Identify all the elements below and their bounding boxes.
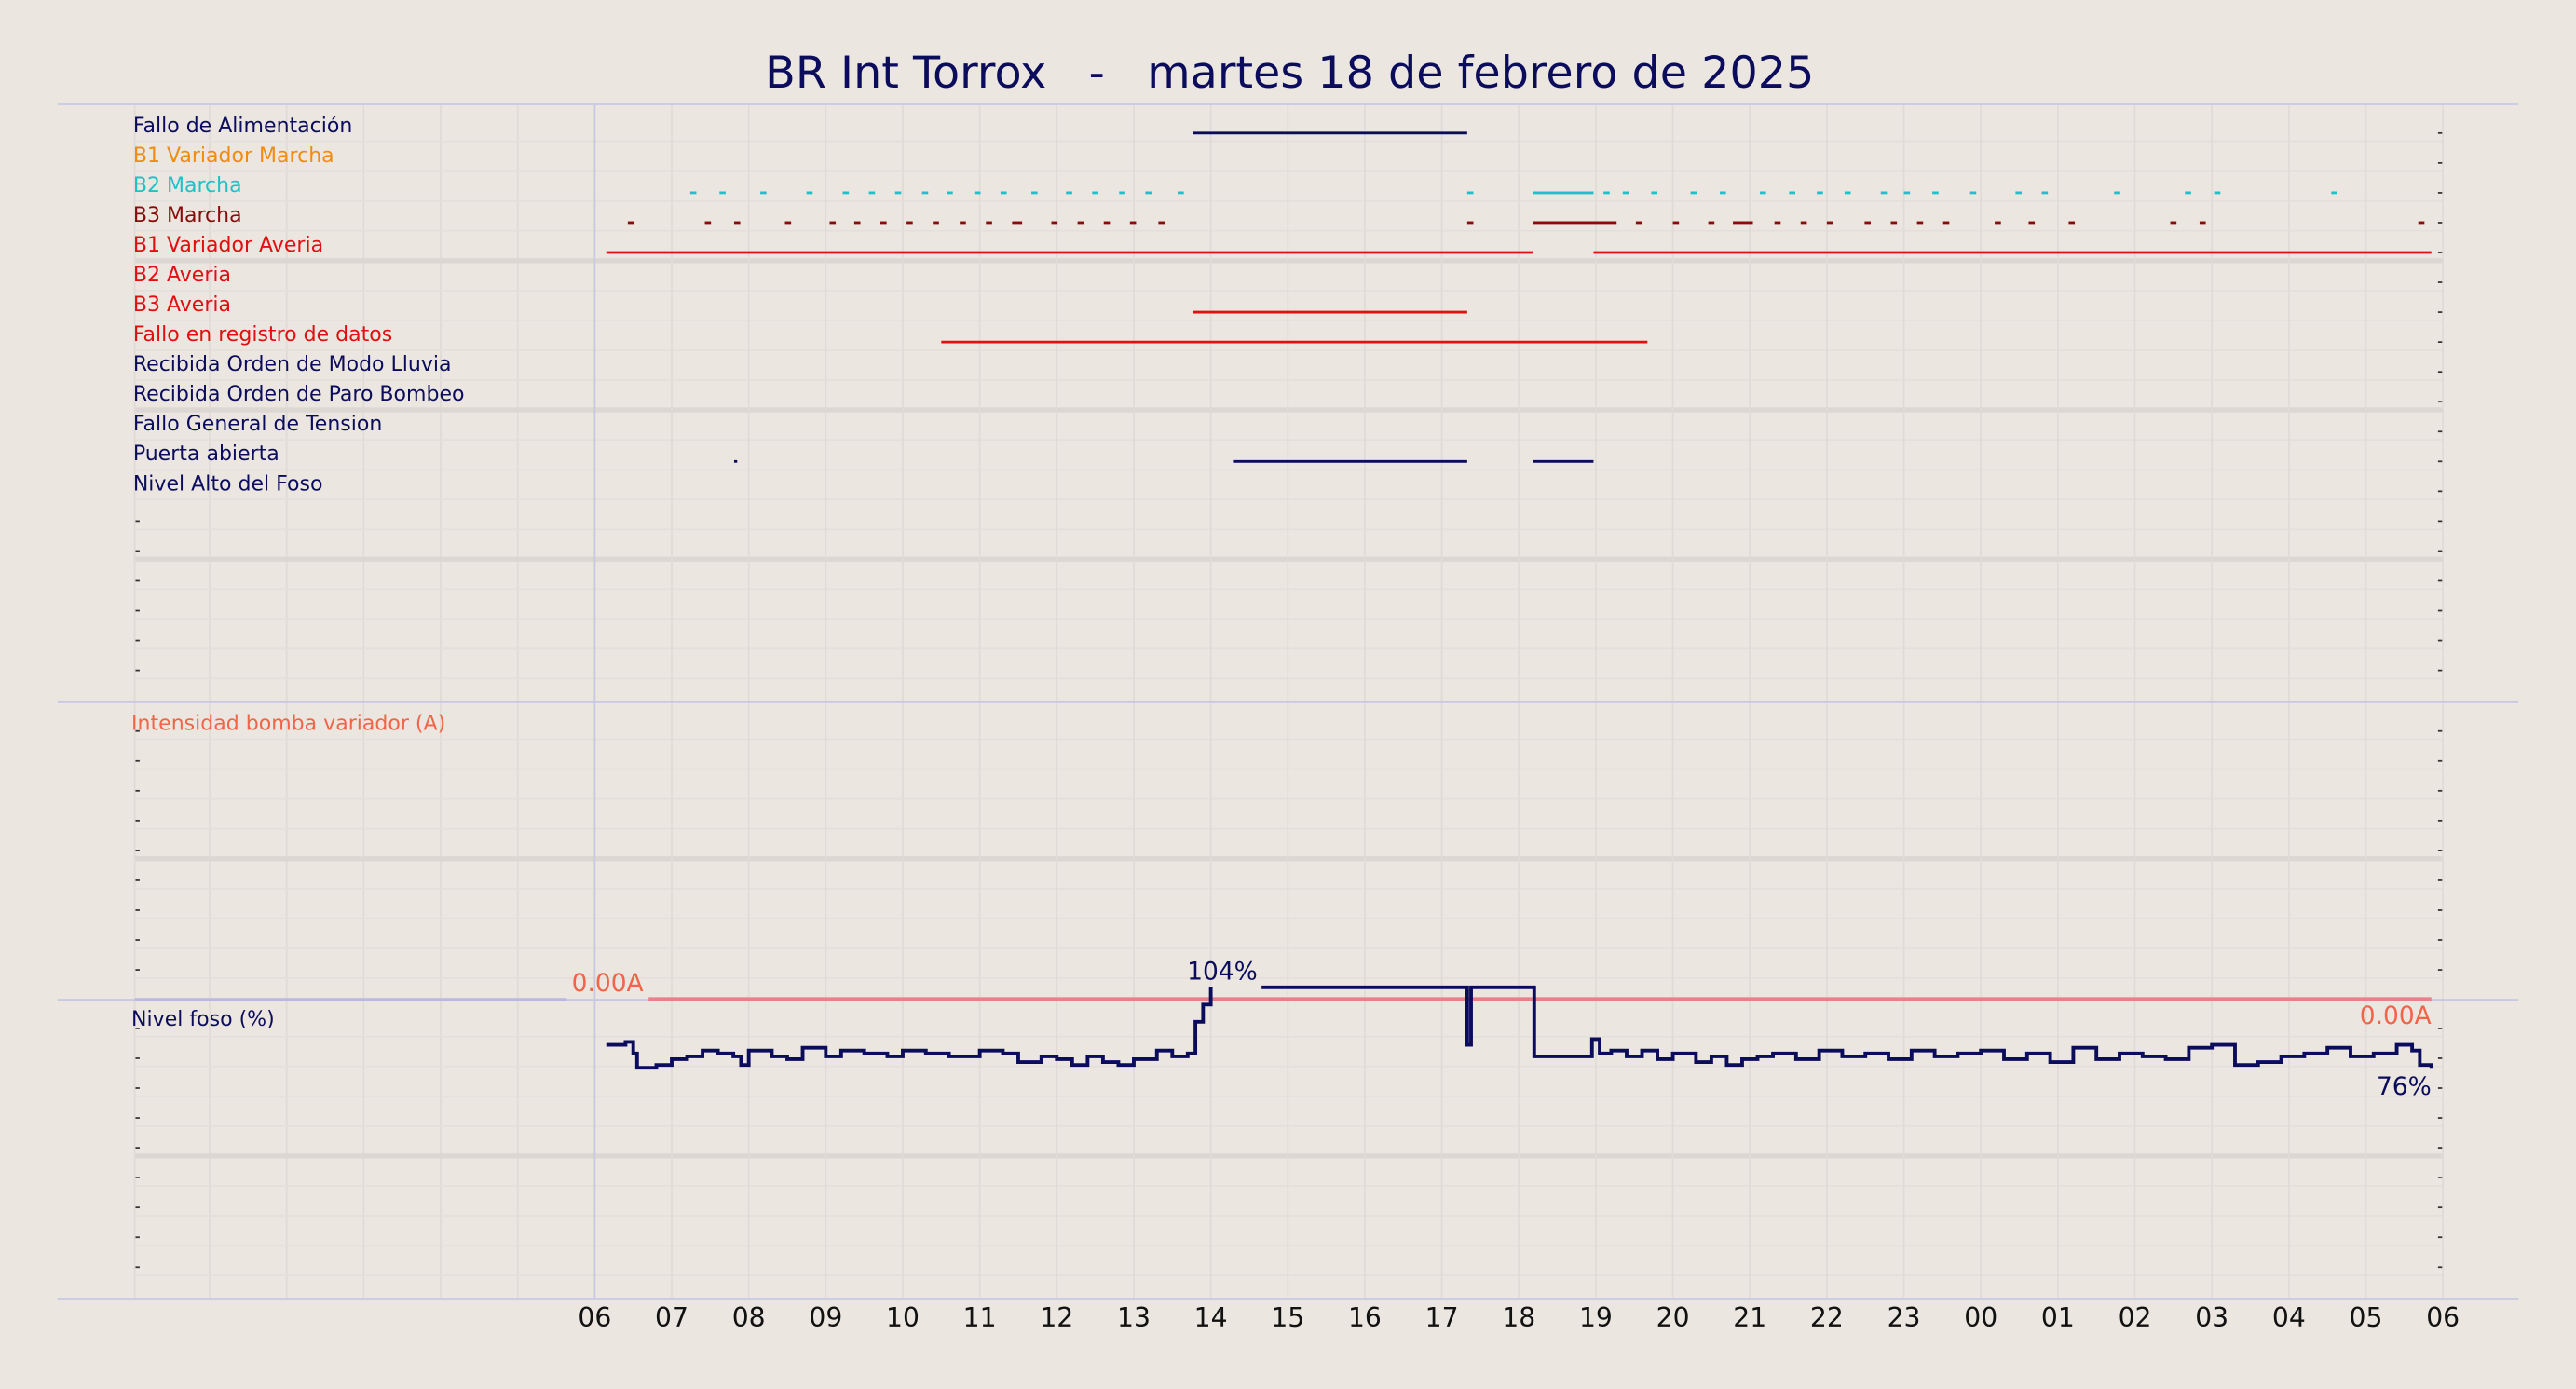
- signal-label: B3 Marcha: [133, 204, 242, 227]
- series-line: [606, 985, 2433, 1070]
- x-tick-label: 03: [2195, 1302, 2228, 1333]
- x-tick-label: 20: [1656, 1302, 1690, 1333]
- x-tick-label: 00: [1964, 1302, 1997, 1333]
- signal-label: Recibida Orden de Modo Lluvia: [133, 353, 452, 376]
- x-tick-label: 06: [578, 1302, 611, 1333]
- annotation: 104%: [1187, 957, 1258, 986]
- x-tick-label: 05: [2350, 1302, 2383, 1333]
- x-tick-label: 19: [1579, 1302, 1613, 1333]
- x-tick-label: 08: [732, 1302, 766, 1333]
- x-tick-label: 16: [1348, 1302, 1382, 1333]
- x-tick-label: 01: [2041, 1302, 2075, 1333]
- signal-label: Recibida Orden de Paro Bombeo: [133, 383, 465, 406]
- x-tick-label: 14: [1194, 1302, 1228, 1333]
- annotation: 76%: [2377, 1072, 2432, 1101]
- chart-title: BR Int Torrox - martes 18 de febrero de …: [765, 48, 1814, 99]
- signal-label: B3 Averia: [133, 293, 231, 317]
- signal-label: B1 Variador Averia: [133, 234, 323, 257]
- panel-label: Intensidad bomba variador (A): [131, 713, 445, 736]
- x-tick-label: 07: [655, 1302, 688, 1333]
- signal-label: B1 Variador Marcha: [133, 144, 334, 168]
- x-tick-label: 17: [1425, 1302, 1459, 1333]
- x-tick-label: 11: [963, 1302, 997, 1333]
- x-tick-label: 13: [1117, 1302, 1151, 1333]
- x-tick-label: 10: [886, 1302, 920, 1333]
- signal-label: B2 Marcha: [133, 174, 242, 197]
- value-label: 0.00A: [2360, 1001, 2432, 1030]
- value-label: 0.00A: [572, 969, 644, 998]
- x-tick-label: 22: [1810, 1302, 1844, 1333]
- x-tick-label: 02: [2119, 1302, 2152, 1333]
- panel-label: Nivel foso (%): [131, 1008, 275, 1031]
- signal-label: Fallo en registro de datos: [133, 323, 392, 347]
- x-tick-label: 09: [809, 1302, 842, 1333]
- x-tick-label: 23: [1888, 1302, 1921, 1333]
- x-tick-label: 21: [1733, 1302, 1766, 1333]
- signal-label: B2 Averia: [133, 264, 231, 287]
- signal-label: Fallo General de Tension: [133, 413, 383, 436]
- x-tick-label: 18: [1502, 1302, 1535, 1333]
- signal-label: Fallo de Alimentación: [133, 115, 353, 138]
- x-tick-label: 06: [2426, 1302, 2460, 1333]
- signal-label: Puerta abierta: [133, 443, 279, 466]
- x-tick-label: 04: [2272, 1302, 2306, 1333]
- x-tick-label: 12: [1040, 1302, 1073, 1333]
- x-tick-label: 15: [1271, 1302, 1304, 1333]
- signal-label: Nivel Alto del Foso: [133, 472, 323, 496]
